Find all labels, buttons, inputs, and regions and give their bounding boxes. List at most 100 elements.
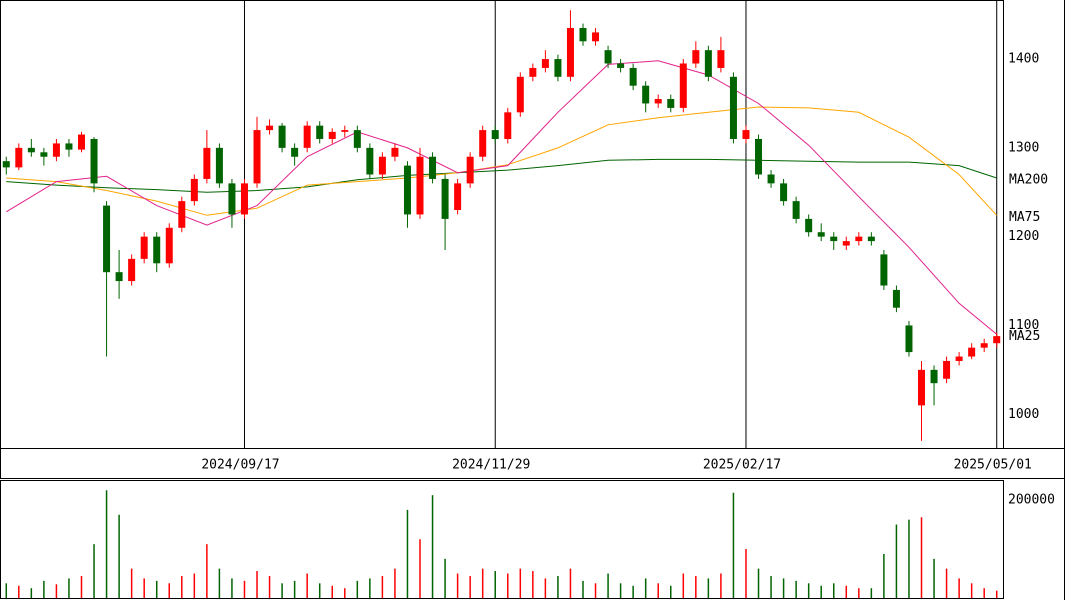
candle-body (980, 343, 988, 348)
candle-body (541, 59, 549, 68)
candle-body (429, 156, 437, 179)
price-panel (0, 0, 1004, 449)
candle-body (15, 147, 23, 168)
candle-body (103, 205, 111, 273)
candle-body (968, 347, 976, 357)
y-tick-label: 1400 (1008, 52, 1039, 67)
candle-body (90, 138, 98, 184)
candle-body (692, 50, 700, 64)
y-tick-label: 1100 (1008, 318, 1039, 333)
candle-body (52, 143, 60, 157)
candle-body (604, 50, 612, 64)
candle-body (153, 236, 161, 264)
candle-body (491, 130, 499, 139)
candle-body (403, 165, 411, 215)
candle-body (215, 147, 223, 184)
candle-body (441, 178, 449, 219)
candle-body (115, 272, 123, 282)
candle-body (316, 125, 324, 139)
candle-body (855, 236, 863, 242)
candle-body (178, 201, 186, 228)
candle-body (867, 236, 875, 242)
candle-body (291, 147, 299, 157)
volume-panel (0, 480, 1004, 599)
candle-body (780, 183, 788, 202)
moving-averages (6, 60, 998, 335)
candle-body (704, 50, 712, 77)
candle-body (454, 183, 462, 211)
candle-body (240, 183, 248, 215)
candle-body (65, 143, 73, 150)
candle-body (566, 27, 574, 77)
candle-body (729, 76, 737, 139)
candles (2, 10, 1001, 441)
candle-body (755, 138, 763, 175)
candle-body (328, 131, 336, 139)
candle-body (479, 130, 487, 157)
ma-line (6, 60, 998, 335)
candle-body (679, 63, 687, 108)
candle-body (579, 27, 587, 42)
candle-body (303, 125, 311, 148)
candle-body (278, 125, 286, 148)
candle-body (629, 67, 637, 86)
candle-body (516, 76, 524, 113)
candle-body (266, 125, 274, 131)
candle-body (140, 236, 148, 259)
labels: 1000 1100 1200 1300 1400 200000 2024/09/17 2024… (201, 52, 1055, 508)
x-tick-label: 2025/02/17 (703, 458, 781, 473)
candle-body (554, 59, 562, 77)
candle-body (842, 241, 850, 246)
candle-body (892, 289, 900, 308)
candle-body (805, 218, 813, 233)
candle-body (77, 134, 85, 150)
y-tick-label: 1300 (1008, 140, 1039, 155)
y-tick-label: 1000 (1008, 407, 1039, 422)
candle-body (955, 356, 963, 361)
candle-body (930, 369, 938, 384)
volume-tick-label: 200000 (1008, 493, 1055, 508)
candle-body (667, 99, 675, 108)
ma-line (6, 106, 998, 216)
candle-body (617, 63, 625, 68)
candle-body (128, 258, 136, 282)
y-tick-label: 1200 (1008, 229, 1039, 244)
candle-body (817, 232, 825, 237)
candle-body (767, 174, 775, 184)
legend-label: MA75 (1009, 210, 1040, 225)
candle-body (993, 336, 1001, 344)
candle-body (165, 227, 173, 264)
legend-label: MA25 (1009, 329, 1040, 344)
candle-body (504, 112, 512, 139)
volume-bars (5, 490, 998, 598)
candle-body (253, 130, 261, 184)
candle-body (792, 201, 800, 219)
candle-body (466, 156, 474, 184)
candle-body (2, 161, 10, 168)
grid (243, 0, 998, 448)
candle-body (642, 85, 650, 104)
legend-label: MA200 (1009, 173, 1048, 188)
candle-body (717, 50, 725, 68)
date-band (0, 448, 1065, 479)
candle-body (341, 130, 349, 132)
candle-body (366, 147, 374, 175)
ma-line (6, 158, 997, 193)
candle-body (27, 147, 35, 153)
candle-body (592, 32, 600, 42)
candle-body (918, 369, 926, 406)
candle-body (943, 360, 951, 379)
candle-body (40, 152, 48, 157)
candle-body (353, 130, 361, 148)
candle-body (190, 178, 198, 202)
candle-body (905, 325, 913, 353)
candle-body (228, 183, 236, 215)
x-tick-label: 2025/05/01 (954, 458, 1032, 473)
candle-body (742, 130, 750, 139)
candle-body (416, 156, 424, 215)
candle-body (880, 254, 888, 286)
candle-body (378, 156, 386, 175)
candle-body (391, 147, 399, 157)
candle-body (203, 147, 211, 179)
